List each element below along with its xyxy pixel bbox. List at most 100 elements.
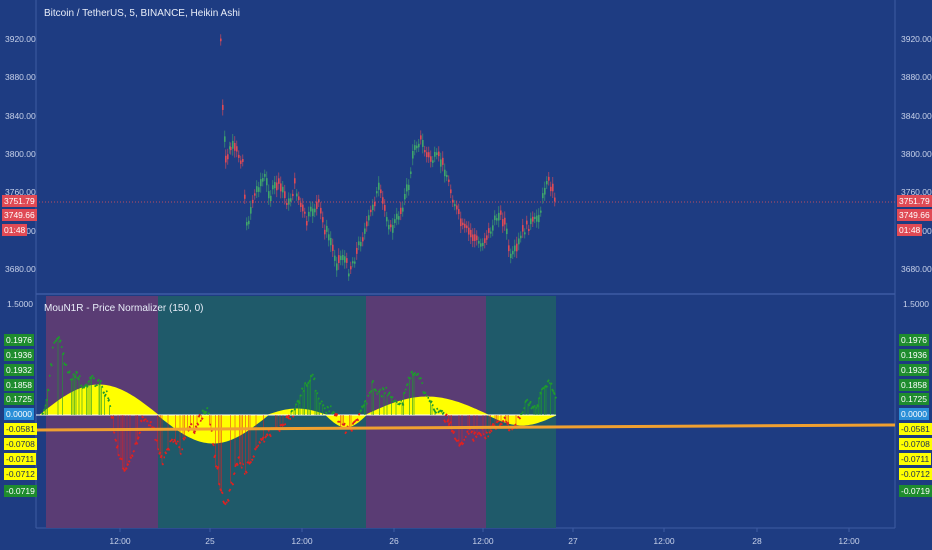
candle-body (254, 193, 256, 196)
candle-body (420, 135, 422, 140)
candle-body (450, 189, 452, 194)
left-price-label: 3800.00 (5, 149, 36, 159)
normalized-price-line (410, 370, 414, 374)
normalized-price-line (530, 406, 534, 410)
normalized-price-line (54, 339, 58, 343)
normalized-price-line (360, 405, 364, 409)
normalized-price-line (387, 391, 391, 395)
normalized-price-line (164, 451, 168, 455)
indicator-bottom-tag: -0.0719 (4, 485, 37, 497)
indicator-yellow-tag: -0.0708 (899, 438, 932, 450)
candle-body (227, 154, 229, 160)
normalized-price-line (220, 491, 224, 495)
normalized-price-line (222, 500, 226, 505)
right-price-label: 3840.00 (901, 111, 932, 121)
normalized-price-line (114, 438, 118, 442)
normalized-price-line (551, 388, 555, 393)
indicator-green-tag: 0.1858 (899, 379, 929, 391)
normalized-price-line (211, 442, 215, 447)
candle-body (504, 217, 506, 225)
indicator-green-tag: 0.1976 (899, 334, 929, 346)
candle-body (440, 159, 442, 167)
time-label: 27 (568, 536, 578, 546)
candle-body (408, 184, 410, 191)
candle-body (428, 152, 430, 158)
second-price-tag-left: 3749.66 (2, 209, 37, 221)
candle-body (534, 216, 536, 220)
normalized-price-line (330, 411, 334, 415)
normalized-price-line (320, 400, 323, 403)
normalized-price-line (479, 433, 483, 437)
normalized-price-line (252, 455, 256, 458)
normalized-price-line (491, 422, 495, 427)
second-price-tag-right: 3749.66 (897, 209, 932, 221)
normalized-price-line (138, 431, 142, 435)
time-label: 25 (205, 536, 215, 546)
candle-body (370, 209, 372, 213)
normalized-price-line (413, 371, 417, 375)
normalized-price-line (552, 391, 556, 396)
normalized-price-line (374, 388, 378, 393)
candle-body (396, 213, 398, 220)
normalized-price-line (60, 345, 63, 349)
normalized-price-line (392, 400, 396, 403)
time-label: 26 (389, 536, 399, 546)
candle-body (510, 253, 512, 259)
orange-ma-line (35, 423, 896, 432)
normalized-price-line (129, 456, 133, 460)
normalized-price-line (107, 397, 110, 400)
normalized-price-line (474, 435, 478, 439)
candle-body (384, 205, 386, 211)
symbol-title[interactable]: Bitcoin / TetherUS, 5, BINANCE, Heikin A… (44, 8, 241, 19)
candle-body (502, 219, 504, 227)
candle-body (416, 145, 418, 149)
candle-body (512, 250, 514, 255)
candle-body (330, 237, 332, 246)
right-price-label: 3680.00 (901, 264, 932, 274)
candle-body (478, 240, 480, 244)
normalized-price-line (113, 431, 116, 434)
normalized-price-line (326, 405, 330, 409)
candle-body (250, 207, 252, 214)
normalized-price-line (549, 382, 553, 386)
candle-body (324, 229, 326, 235)
normalized-price-line (151, 425, 154, 429)
candle-body (398, 216, 400, 220)
normalized-price-line (263, 440, 266, 443)
candle-body (520, 235, 522, 239)
normalized-price-line (453, 437, 457, 441)
candle-body (374, 201, 376, 207)
time-label: 12:00 (838, 536, 860, 546)
normalized-price-line (381, 387, 385, 391)
candle-body (424, 149, 426, 153)
normalized-price-line (455, 439, 459, 443)
indicator-yellow-tag: -0.0708 (4, 438, 37, 450)
normalized-price-line (90, 374, 94, 378)
indicator-green-tag: 0.1976 (4, 334, 34, 346)
candle-body (506, 228, 508, 235)
candle-body (404, 193, 406, 200)
normalized-price-line (380, 394, 384, 398)
right-price-label: 3760.00 (901, 187, 932, 197)
candle-body (284, 191, 286, 199)
candle-body (280, 183, 282, 192)
candle-body (302, 204, 304, 212)
normalized-price-line (193, 429, 197, 433)
left-price-label: 3880.00 (5, 72, 36, 82)
candle-body (550, 186, 552, 192)
zone-teal (158, 296, 366, 528)
candle-body (376, 191, 378, 194)
normalized-price-line (312, 377, 316, 381)
indicator-green-tag: 0.1932 (4, 364, 34, 376)
candle-body (242, 159, 244, 162)
candle-body (474, 234, 476, 241)
normalized-price-line (355, 418, 358, 422)
candle-body (262, 178, 264, 182)
right-price-label: 3920.00 (901, 34, 932, 44)
normalized-price-line (92, 376, 96, 380)
indicator-title[interactable]: MouN1R - Price Normalizer (150, 0) (44, 303, 204, 314)
candle-body (388, 224, 390, 230)
candle-body (366, 221, 368, 227)
candle-body (356, 247, 358, 254)
